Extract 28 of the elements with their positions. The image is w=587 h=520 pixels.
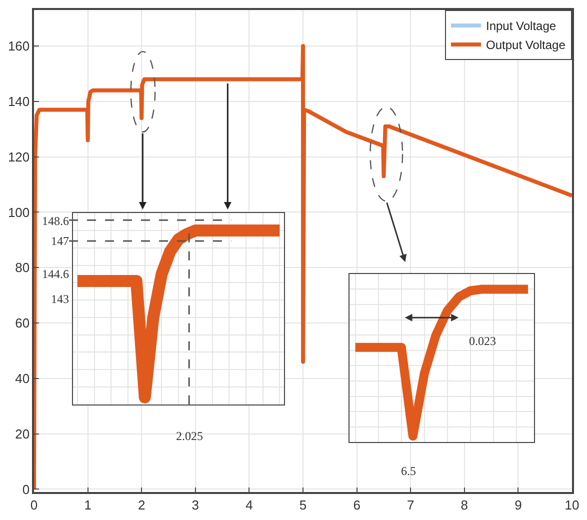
y-tick-label: 100 <box>8 204 30 220</box>
y-tick-label: 120 <box>8 149 30 164</box>
x-tick-label: 3 <box>192 497 200 512</box>
legend-label: Output Voltage <box>486 38 566 52</box>
x-tick-label: 6 <box>353 497 360 512</box>
x-tick-label: 9 <box>514 497 522 512</box>
x-tick-label: 1 <box>84 497 92 512</box>
y-tick-label: 140 <box>8 94 30 109</box>
legend-label: Input Voltage <box>486 19 556 34</box>
annotation: 2.025 <box>176 429 203 443</box>
annotation: 6.5 <box>401 464 416 478</box>
y-tick-label: 80 <box>15 260 30 276</box>
y-tick-label: 40 <box>15 370 30 386</box>
y-tick-label: 20 <box>15 426 30 442</box>
x-tick-label: 4 <box>246 497 253 512</box>
x-tick-label: 10 <box>564 497 580 512</box>
annotation: 144.6 <box>42 267 69 281</box>
y-tick-label: 160 <box>8 38 30 54</box>
y-tick-label: 0 <box>22 482 30 497</box>
annotation: 0.023 <box>469 334 496 348</box>
annotation: 143 <box>51 292 69 306</box>
x-tick-label: 7 <box>406 497 414 512</box>
y-tick-label: 60 <box>15 316 30 331</box>
x-tick-label: 8 <box>460 497 468 512</box>
x-tick-label: 2 <box>138 497 146 512</box>
x-tick-label: 5 <box>299 497 307 512</box>
annotation: 148.6 <box>42 214 69 228</box>
annotation: 147 <box>51 234 69 248</box>
